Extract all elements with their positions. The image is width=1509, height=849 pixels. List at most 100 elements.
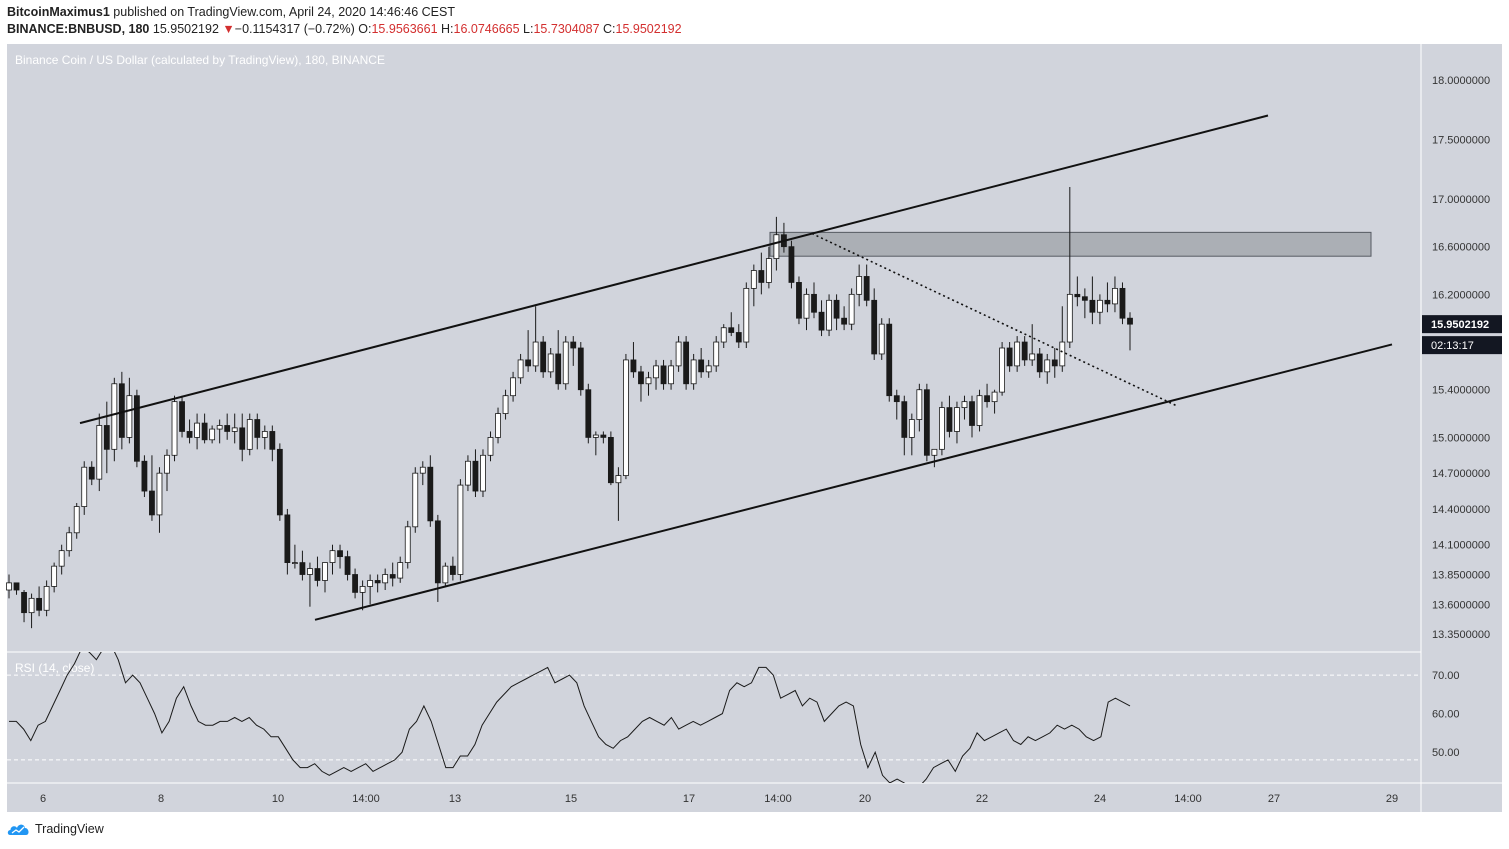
candle-body (585, 389, 592, 438)
time-tick-label: 13 (449, 793, 461, 805)
candle-body (314, 568, 321, 581)
candle-body (404, 526, 411, 563)
candle-body (465, 460, 471, 486)
candle-body (908, 419, 915, 438)
candle-body (638, 371, 644, 385)
channel-lower[interactable] (314, 343, 1393, 621)
candle-body (886, 323, 893, 397)
candle-body (73, 506, 80, 534)
candle-body (209, 428, 216, 441)
candle-body (1051, 359, 1058, 367)
candle-body (630, 359, 637, 373)
candle-body (592, 434, 599, 438)
candle-body (1089, 299, 1096, 313)
candle-body (750, 270, 757, 289)
candle-body (660, 365, 667, 385)
candle-body (261, 431, 268, 438)
author-name[interactable]: BitcoinMaximus1 (7, 5, 110, 19)
candle-body (149, 490, 155, 516)
close-label: C: (603, 22, 616, 36)
candle-body (705, 365, 712, 373)
candle-body (118, 383, 125, 438)
candle-body (683, 341, 690, 385)
rsi-tick-label: 50.00 (1432, 747, 1460, 759)
rsi-line[interactable] (9, 644, 1131, 790)
candle-body (434, 520, 441, 584)
last-price-label: 15.9502192 (1431, 319, 1489, 331)
candle-body (322, 562, 328, 581)
candle-body (946, 407, 953, 432)
time-axis[interactable] (7, 783, 1421, 812)
price-tick-label: 16.2000000 (1432, 289, 1490, 301)
candle-body (1074, 293, 1081, 298)
candle-body (291, 562, 298, 564)
candle-body (487, 437, 494, 456)
price-tick-label: 16.6000000 (1432, 242, 1490, 254)
candle-body (186, 431, 193, 438)
change-arrow-icon: ▼ (222, 22, 235, 36)
high-label: H: (441, 22, 454, 36)
channel-upper[interactable] (79, 114, 1269, 425)
candle-body (600, 434, 607, 438)
candle-body (141, 460, 148, 492)
candle-body (668, 365, 674, 385)
close-value: 15.9502192 (615, 22, 682, 36)
candle-body (1097, 299, 1103, 313)
chart-title: Binance Coin / US Dollar (calculated by … (15, 53, 385, 67)
candle-body (502, 395, 509, 414)
candle-body (984, 395, 990, 403)
candle-body (1029, 353, 1036, 361)
candle-body (239, 427, 246, 450)
candle-body (961, 401, 968, 409)
candle-body (194, 422, 200, 438)
published-text: published on TradingView.com, April 24, … (113, 5, 455, 19)
candle-body (1119, 287, 1126, 319)
candle-body (412, 472, 419, 528)
price-tick-label: 17.5000000 (1432, 134, 1490, 146)
candle-body (1059, 341, 1066, 367)
price-axis[interactable] (1421, 44, 1502, 812)
candle-body (126, 395, 133, 438)
time-tick-label: 14:00 (1174, 793, 1202, 805)
last-price-tag (1422, 315, 1502, 334)
candle-body (1044, 359, 1051, 373)
price-tick-label: 14.4000000 (1432, 504, 1490, 516)
candle-body (156, 472, 163, 516)
price-tick-label: 13.6000000 (1432, 599, 1490, 611)
candle-body (991, 391, 998, 403)
time-tick-label: 22 (976, 793, 988, 805)
candle-body (58, 550, 65, 567)
candle-body (713, 341, 720, 367)
candle-body (743, 287, 750, 343)
time-tick-label: 20 (859, 793, 871, 805)
candle-body (103, 425, 110, 450)
candle-body (427, 466, 434, 522)
time-tick-label: 15 (565, 793, 577, 805)
candle-body (284, 514, 291, 563)
candle-body (773, 234, 780, 259)
candle-body (803, 293, 810, 319)
candle-body (1036, 353, 1043, 373)
ohlc-line: BINANCE:BNBUSD, 180 15.9502192 ▼−0.11543… (7, 22, 682, 36)
symbol-label: BINANCE:BNBUSD, 180 (7, 22, 150, 36)
candle-body (570, 341, 577, 349)
resistance-zone[interactable] (769, 231, 1372, 257)
low-label: L: (523, 22, 534, 36)
candle-body (1021, 341, 1028, 361)
time-tick-label: 27 (1268, 793, 1280, 805)
rsi-title: RSI (14, close) (15, 661, 94, 675)
candle-body (179, 401, 185, 432)
candle-body (254, 419, 261, 438)
candle-body (389, 574, 396, 579)
rsi-pane[interactable] (7, 652, 1421, 783)
candle-body (893, 395, 900, 403)
tradingview-logo[interactable]: TradingView (7, 822, 104, 836)
candle-body (1006, 347, 1013, 367)
last-price: 15.9502192 (152, 22, 219, 36)
candle-body (923, 389, 930, 456)
candle-body (231, 427, 238, 432)
candle-body (525, 359, 532, 367)
candle-body (419, 466, 426, 474)
candle-body (201, 422, 208, 441)
